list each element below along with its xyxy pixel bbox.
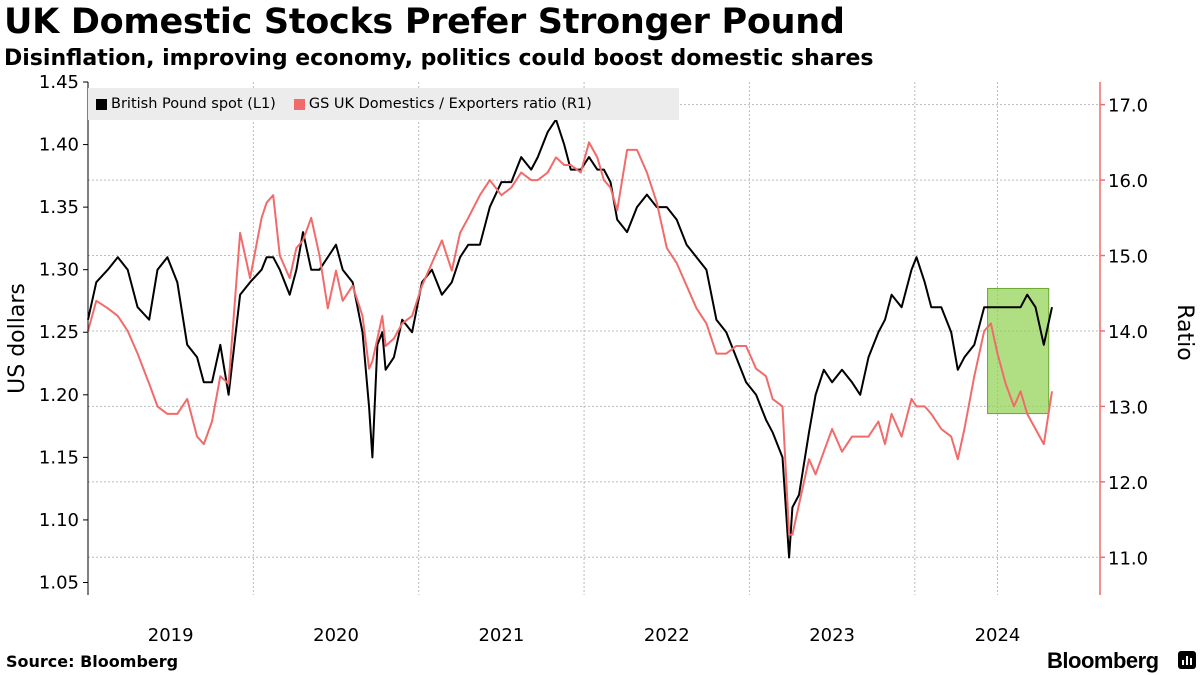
y-left-axis-title: US dollars [5, 283, 30, 394]
y-left-tick-label: 1.20 [39, 385, 79, 406]
legend-item-gbp: British Pound spot (L1) [96, 96, 276, 112]
x-tick-label: 2019 [148, 625, 194, 646]
y-left-tick-label: 1.25 [39, 322, 79, 343]
y-left-tick-label: 1.15 [39, 447, 79, 468]
x-tick-label: 2022 [644, 625, 690, 646]
legend-swatch-gbp [96, 98, 107, 110]
y-right-tick-label: 13.0 [1108, 397, 1148, 418]
y-right-tick-label: 17.0 [1108, 96, 1148, 117]
bloomberg-logo: Bloomberg [1047, 648, 1159, 673]
y-left-tick-label: 1.05 [39, 572, 79, 593]
legend-item-ratio: GS UK Domestics / Exporters ratio (R1) [293, 96, 592, 112]
x-tick-label: 2023 [809, 625, 855, 646]
legend-label-ratio: GS UK Domestics / Exporters ratio (R1) [308, 96, 592, 112]
chart-subtitle: Disinflation, improving economy, politic… [4, 46, 874, 71]
y-right-tick-label: 15.0 [1108, 247, 1148, 268]
legend: British Pound spot (L1) GS UK Domestics … [88, 88, 679, 120]
x-tick-label: 2020 [313, 625, 359, 646]
bloomberg-chart-icon [1178, 651, 1196, 669]
tick-labels: 1.05 1.10 1.15 1.20 1.25 1.30 1.35 1.40 1.45 11.0… [5, 72, 1197, 646]
x-tick-label: 2021 [478, 625, 524, 646]
series-line-ratio [87, 141, 1053, 536]
y-left-tick-label: 1.45 [39, 72, 79, 93]
y-right-tick-label: 12.0 [1108, 473, 1148, 494]
source-note: Source: Bloomberg [6, 652, 179, 671]
y-left-tick-label: 1.35 [39, 197, 79, 218]
y-left-tick-label: 1.30 [39, 260, 79, 281]
legend-swatch-ratio [293, 98, 305, 110]
grid-lines [88, 82, 1100, 595]
legend-label-gbp: British Pound spot (L1) [111, 96, 276, 112]
chart-title: UK Domestic Stocks Prefer Stronger Pound [4, 2, 845, 42]
series-lines [87, 118, 1053, 559]
y-right-axis-title: Ratio [1172, 304, 1197, 360]
y-left-tick-label: 1.40 [39, 135, 79, 156]
axes [83, 81, 1105, 595]
x-tick-label: 2024 [975, 625, 1021, 646]
y-left-tick-label: 1.10 [39, 510, 79, 531]
y-right-tick-label: 14.0 [1108, 322, 1148, 343]
y-right-tick-label: 11.0 [1108, 548, 1148, 569]
y-right-tick-label: 16.0 [1108, 171, 1148, 192]
